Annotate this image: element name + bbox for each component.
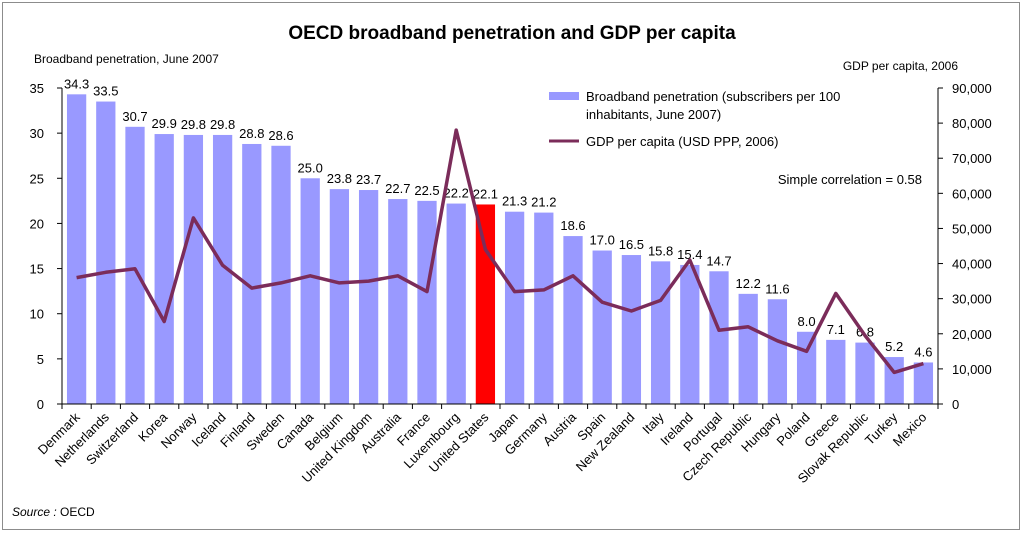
source-prefix: Source : [12, 505, 57, 519]
bar-3 [154, 134, 174, 404]
bar-23 [738, 293, 758, 404]
bar-data-label-25: 8.0 [798, 314, 816, 329]
bar-5 [212, 134, 233, 404]
bar-1 [96, 101, 116, 405]
y-left-tick-label-7: 35 [30, 81, 44, 96]
bar-16 [534, 212, 554, 404]
bar-data-label-28: 5.2 [885, 339, 903, 354]
line-series-group [76, 128, 924, 375]
bar-0 [66, 94, 87, 404]
bar-data-label-6: 28.8 [239, 126, 264, 141]
y-right-tick-label-6: 60,000 [952, 186, 992, 201]
bar-13 [446, 203, 466, 404]
y-right-tick-label-5: 50,000 [952, 221, 992, 236]
bar-data-label-16: 21.2 [531, 195, 556, 210]
bar-data-label-8: 25.0 [298, 160, 323, 175]
bar-data-label-3: 29.9 [152, 116, 177, 131]
y-left-tick-label-5: 25 [30, 171, 44, 186]
legend-label-broadband-line1: Broadband penetration (subscribers per 1… [586, 89, 840, 104]
bar-8 [300, 178, 320, 404]
bar-data-label-19: 16.5 [619, 237, 644, 252]
legend-label-gdp: GDP per capita (USD PPP, 2006) [586, 134, 778, 149]
gdp-line [76, 128, 924, 375]
y-right-tick-label-7: 70,000 [952, 151, 992, 166]
bar-10 [358, 190, 379, 404]
category-label-group: DenmarkNetherlandsSwitzerlandKoreaNorway… [35, 409, 930, 486]
bar-14 [475, 204, 496, 404]
bar-4 [183, 134, 204, 404]
bar-26 [826, 339, 846, 404]
bar-data-label-0: 34.3 [64, 76, 89, 91]
bar-series-group [66, 94, 934, 405]
bar-11 [388, 199, 408, 404]
y-left-axis-title: Broadband penetration, June 2007 [34, 52, 219, 66]
bar-24 [767, 299, 788, 404]
legend: Broadband penetration (subscribers per 1… [549, 89, 840, 149]
category-label-29: Mexico [890, 410, 930, 450]
y-left-tick-label-4: 20 [30, 216, 44, 231]
chart-title: OECD broadband penetration and GDP per c… [288, 23, 736, 44]
bar-25 [796, 331, 817, 404]
bar-data-label-12: 22.5 [414, 183, 439, 198]
axes-group: 0 5 10 15 20 25 30 35 0 10,000 20,000 30,000 40,000 5… [30, 81, 992, 412]
bar-data-label-9: 23.8 [327, 171, 352, 186]
bar-data-label-10: 23.7 [356, 172, 381, 187]
bar-7 [271, 145, 291, 405]
bar-27 [855, 342, 875, 404]
bar-data-label-23: 12.2 [736, 276, 761, 291]
legend-swatch-broadband [549, 92, 579, 100]
bar-data-label-17: 18.6 [560, 218, 585, 233]
bar-data-label-15: 21.3 [502, 194, 527, 209]
correlation-annotation: Simple correlation = 0.58 [778, 172, 922, 187]
bar-19 [621, 255, 642, 404]
source-value: OECD [57, 505, 95, 519]
bar-12 [417, 200, 437, 404]
bar-label-group: 34.3 33.5 30.7 29.9 29.8 29.8 28.8 28.6 25.0 23.8… [64, 76, 932, 359]
y-right-tick-label-4: 40,000 [952, 257, 992, 272]
bar-9 [329, 189, 350, 404]
legend-label-broadband-line2: inhabitants, June 2007) [586, 107, 721, 122]
bar-data-label-29: 4.6 [914, 344, 932, 359]
bar-data-label-11: 22.7 [385, 181, 410, 196]
bar-17 [563, 236, 583, 404]
bar-data-label-18: 17.0 [590, 233, 615, 248]
y-left-tick-label-1: 5 [37, 352, 44, 367]
bar-data-label-22: 14.7 [706, 253, 731, 268]
bar-data-label-13: 22.2 [444, 186, 469, 201]
bar-15 [504, 211, 525, 404]
bar-21 [680, 264, 700, 404]
bar-data-label-14: 22.1 [473, 186, 498, 201]
bar-6 [242, 143, 262, 404]
y-left-tick-label-3: 15 [30, 262, 44, 277]
y-left-tick-label-6: 30 [30, 126, 44, 141]
y-left-tick-label-0: 0 [37, 397, 44, 412]
bar-20 [650, 261, 671, 404]
y-right-tick-label-8: 80,000 [952, 116, 992, 131]
bar-data-label-5: 29.8 [210, 117, 235, 132]
bar-data-label-2: 30.7 [122, 109, 147, 124]
y-right-tick-label-1: 10,000 [952, 362, 992, 377]
bar-29 [913, 362, 934, 404]
bar-18 [592, 250, 612, 404]
bar-data-label-7: 28.6 [268, 128, 293, 143]
y-right-tick-label-3: 30,000 [952, 292, 992, 307]
bar-data-label-1: 33.5 [93, 84, 118, 99]
bar-data-label-20: 15.8 [648, 243, 673, 258]
source-note: Source : OECD [12, 505, 95, 519]
bar-data-label-24: 11.6 [765, 281, 789, 296]
y-right-axis-title: GDP per capita, 2006 [843, 59, 959, 73]
y-right-tick-label-2: 20,000 [952, 327, 992, 342]
y-left-tick-label-2: 10 [30, 307, 44, 322]
bar-data-label-4: 29.8 [181, 117, 206, 132]
bar-data-label-26: 7.1 [827, 322, 845, 337]
y-right-tick-label-9: 90,000 [952, 81, 992, 96]
y-right-tick-label-0: 0 [952, 397, 959, 412]
bar-22 [709, 271, 729, 404]
bar-2 [125, 126, 145, 404]
category-label-17: Austria [540, 409, 580, 449]
bar-data-label-21: 15.4 [677, 247, 702, 262]
